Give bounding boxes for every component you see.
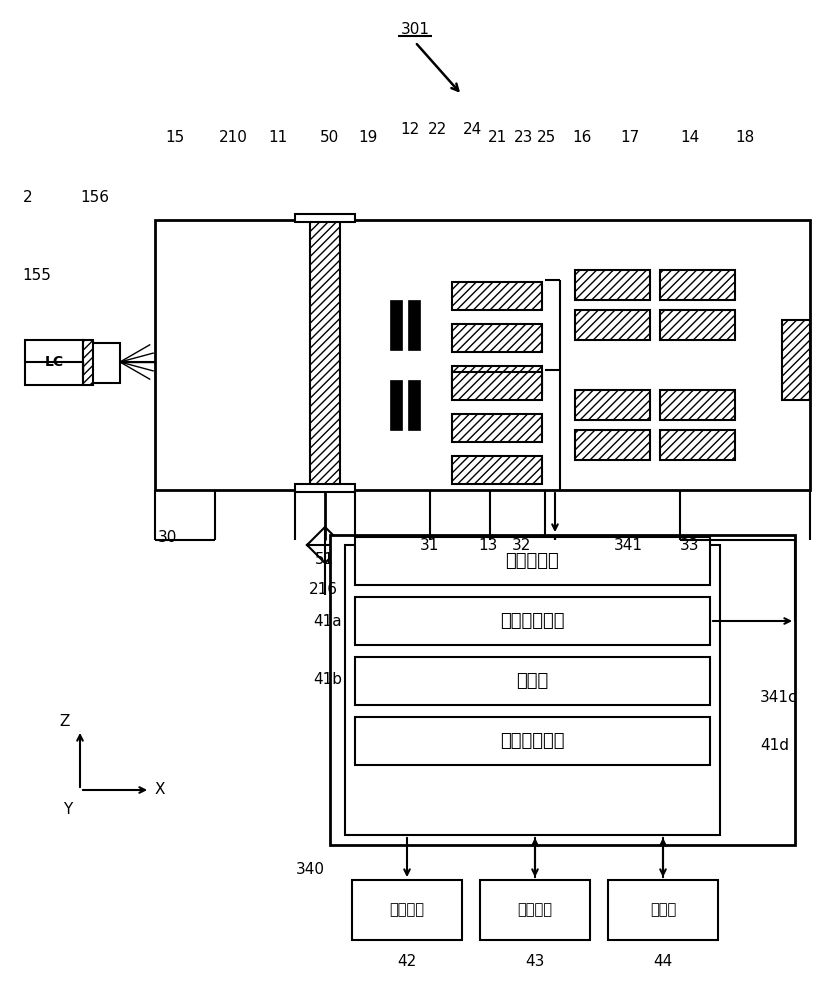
Text: 33: 33 [681, 538, 700, 552]
Bar [452, 456, 542, 484]
Text: 51: 51 [315, 552, 334, 568]
Text: 340: 340 [295, 862, 324, 878]
Bar [390, 380, 402, 430]
Text: LC: LC [44, 355, 63, 369]
Text: 44: 44 [653, 954, 672, 970]
Text: 341c: 341c [760, 690, 798, 706]
Text: 341: 341 [613, 538, 642, 552]
Text: 14: 14 [681, 130, 700, 145]
Bar [452, 282, 542, 310]
Bar [295, 214, 355, 222]
Text: 216: 216 [309, 582, 338, 597]
Text: 存储器: 存储器 [650, 902, 676, 918]
Bar [25, 340, 83, 385]
Text: 12: 12 [400, 122, 419, 137]
Text: X: X [155, 782, 166, 798]
Bar [155, 220, 810, 490]
Bar [330, 535, 795, 845]
Bar [452, 324, 542, 352]
Text: Y: Y [63, 802, 72, 818]
Bar [660, 390, 735, 420]
Text: 分析控制部: 分析控制部 [506, 552, 559, 570]
Text: 31: 31 [420, 538, 439, 552]
Bar [310, 215, 340, 485]
Text: 检测器控制部: 检测器控制部 [500, 612, 565, 630]
Bar [575, 430, 650, 460]
Text: 42: 42 [398, 954, 417, 970]
Text: 43: 43 [525, 954, 545, 970]
Text: 156: 156 [81, 190, 110, 205]
Text: 19: 19 [359, 130, 378, 145]
Text: 21: 21 [488, 130, 508, 145]
Text: 制作部: 制作部 [517, 672, 548, 690]
Bar [355, 537, 710, 585]
Text: 23: 23 [514, 130, 533, 145]
Text: 210: 210 [219, 130, 247, 145]
Text: 11: 11 [269, 130, 288, 145]
Text: 显示装置: 显示装置 [389, 902, 424, 918]
Bar [355, 717, 710, 765]
Text: 301: 301 [400, 22, 429, 37]
Bar [352, 880, 462, 940]
Text: 24: 24 [463, 122, 483, 137]
Bar [480, 880, 590, 940]
Text: 16: 16 [572, 130, 592, 145]
Text: 155: 155 [22, 267, 52, 282]
Text: 25: 25 [537, 130, 557, 145]
Text: 脚冲阀控制部: 脚冲阀控制部 [500, 732, 565, 750]
Bar [355, 657, 710, 705]
Bar [345, 545, 720, 835]
Bar [83, 340, 93, 385]
Text: Z: Z [60, 714, 70, 730]
Bar [782, 320, 810, 400]
Bar [660, 310, 735, 340]
Bar [452, 414, 542, 442]
Text: 41a: 41a [314, 613, 342, 629]
Bar [452, 366, 542, 394]
Text: 22: 22 [428, 122, 448, 137]
Text: 2: 2 [23, 190, 32, 205]
Bar [575, 270, 650, 300]
Bar [355, 597, 710, 645]
Text: 50: 50 [320, 130, 339, 145]
Text: 13: 13 [478, 538, 498, 552]
Bar [608, 880, 718, 940]
Text: 15: 15 [166, 130, 185, 145]
Bar [408, 300, 420, 350]
Bar [660, 430, 735, 460]
Text: 17: 17 [621, 130, 640, 145]
Bar [660, 270, 735, 300]
Text: 输入装置: 输入装置 [518, 902, 552, 918]
Bar [390, 300, 402, 350]
Bar [90, 343, 120, 383]
Bar [575, 390, 650, 420]
Bar [295, 484, 355, 492]
Bar [452, 372, 542, 400]
Text: 30: 30 [158, 530, 178, 544]
Bar [408, 380, 420, 430]
Text: 41d: 41d [760, 738, 789, 752]
Bar [575, 310, 650, 340]
Text: 32: 32 [513, 538, 532, 552]
Text: 41b: 41b [313, 672, 342, 688]
Text: 18: 18 [735, 130, 755, 145]
